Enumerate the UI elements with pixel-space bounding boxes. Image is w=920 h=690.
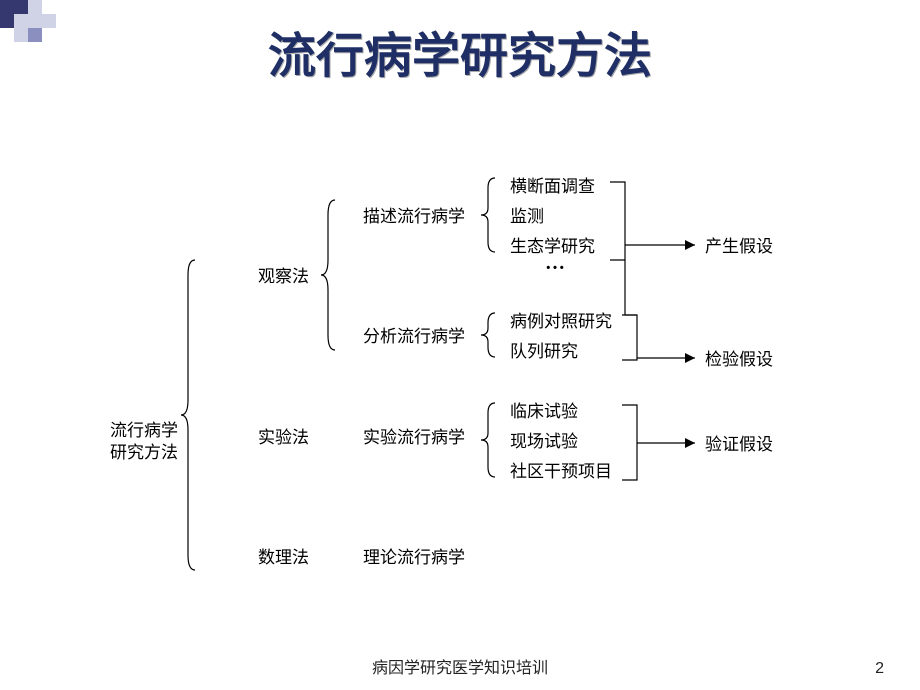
page-number: 2 bbox=[875, 660, 884, 678]
brace-analytic bbox=[481, 313, 495, 357]
arrow-verify-head bbox=[685, 438, 695, 448]
ellipsis-icon: … bbox=[545, 252, 567, 275]
node-clinical: 临床试验 bbox=[510, 401, 578, 423]
node-community: 社区干预项目 bbox=[510, 461, 612, 483]
node-generate: 产生假设 bbox=[705, 236, 773, 258]
node-cross: 横断面调查 bbox=[510, 176, 595, 198]
arrow-test-head bbox=[685, 353, 695, 363]
node-field: 现场试验 bbox=[510, 431, 578, 453]
node-test: 检验假设 bbox=[705, 349, 773, 371]
node-experimental: 实验流行病学 bbox=[363, 427, 465, 449]
brace-observe bbox=[321, 200, 335, 350]
node-experiment: 实验法 bbox=[258, 427, 309, 449]
hierarchy-diagram: 流行病学 研究方法 观察法 实验法 数理法 描述流行病学 分析流行病学 实验流行… bbox=[0, 160, 920, 620]
node-cohort: 队列研究 bbox=[510, 341, 578, 363]
brace-experimental bbox=[481, 403, 495, 477]
node-descriptive: 描述流行病学 bbox=[363, 206, 465, 228]
brace-root bbox=[181, 260, 195, 570]
node-theoretical: 理论流行病学 bbox=[363, 547, 465, 569]
brace-descriptive bbox=[481, 178, 495, 252]
bracket-test bbox=[622, 315, 637, 360]
arrow-generate-head bbox=[685, 240, 695, 250]
node-root: 流行病学 研究方法 bbox=[110, 420, 178, 464]
bracket-verify bbox=[622, 405, 637, 480]
node-math: 数理法 bbox=[258, 547, 309, 569]
node-verify: 验证假设 bbox=[705, 434, 773, 456]
node-surv: 监测 bbox=[510, 206, 544, 228]
node-casectl: 病例对照研究 bbox=[510, 311, 612, 333]
node-observe: 观察法 bbox=[258, 266, 309, 288]
page-title: 流行病学研究方法 bbox=[0, 16, 920, 86]
footer-text: 病因学研究医学知识培训 bbox=[0, 654, 920, 678]
bracket-generate bbox=[610, 182, 625, 260]
node-analytic: 分析流行病学 bbox=[363, 326, 465, 348]
